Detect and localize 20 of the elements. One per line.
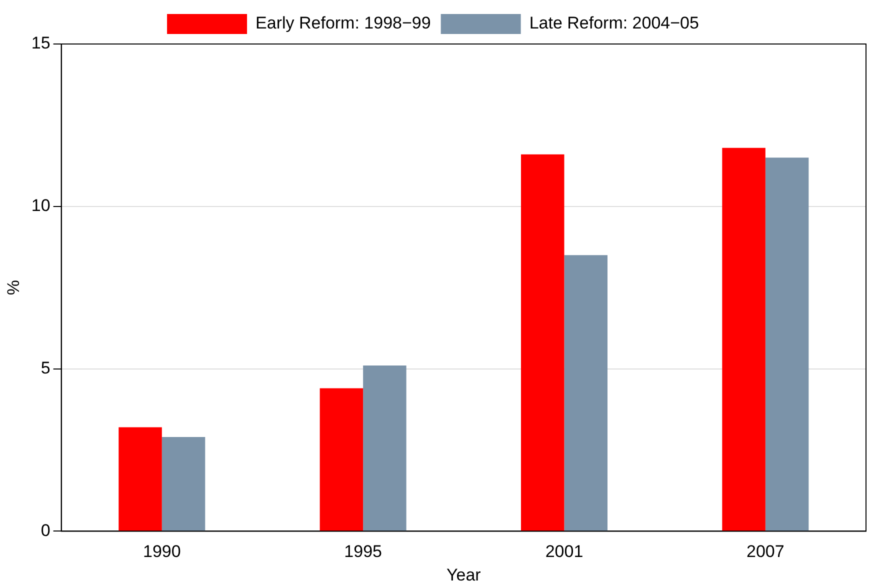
bar (320, 388, 364, 531)
bar (722, 148, 766, 531)
bar (765, 158, 809, 531)
legend-label: Early Reform: 1998−99 (256, 14, 431, 33)
bar (520, 154, 564, 531)
y-axis-title: % (4, 280, 23, 296)
bar (162, 437, 206, 531)
bar (363, 366, 406, 531)
bar (564, 255, 608, 531)
legend-label: Late Reform: 2004−05 (529, 14, 699, 33)
y-tick-label: 5 (40, 358, 50, 378)
y-tick-label: 10 (31, 196, 50, 216)
bar (118, 427, 162, 531)
y-tick-label: 0 (40, 520, 50, 540)
x-tick-label: 1995 (344, 542, 382, 562)
x-axis-title: Year (446, 565, 482, 584)
y-tick-label: 15 (31, 34, 50, 53)
x-tick-label: 2001 (545, 542, 584, 562)
x-tick-label: 1990 (142, 542, 181, 562)
x-tick-label: 2007 (746, 542, 784, 562)
